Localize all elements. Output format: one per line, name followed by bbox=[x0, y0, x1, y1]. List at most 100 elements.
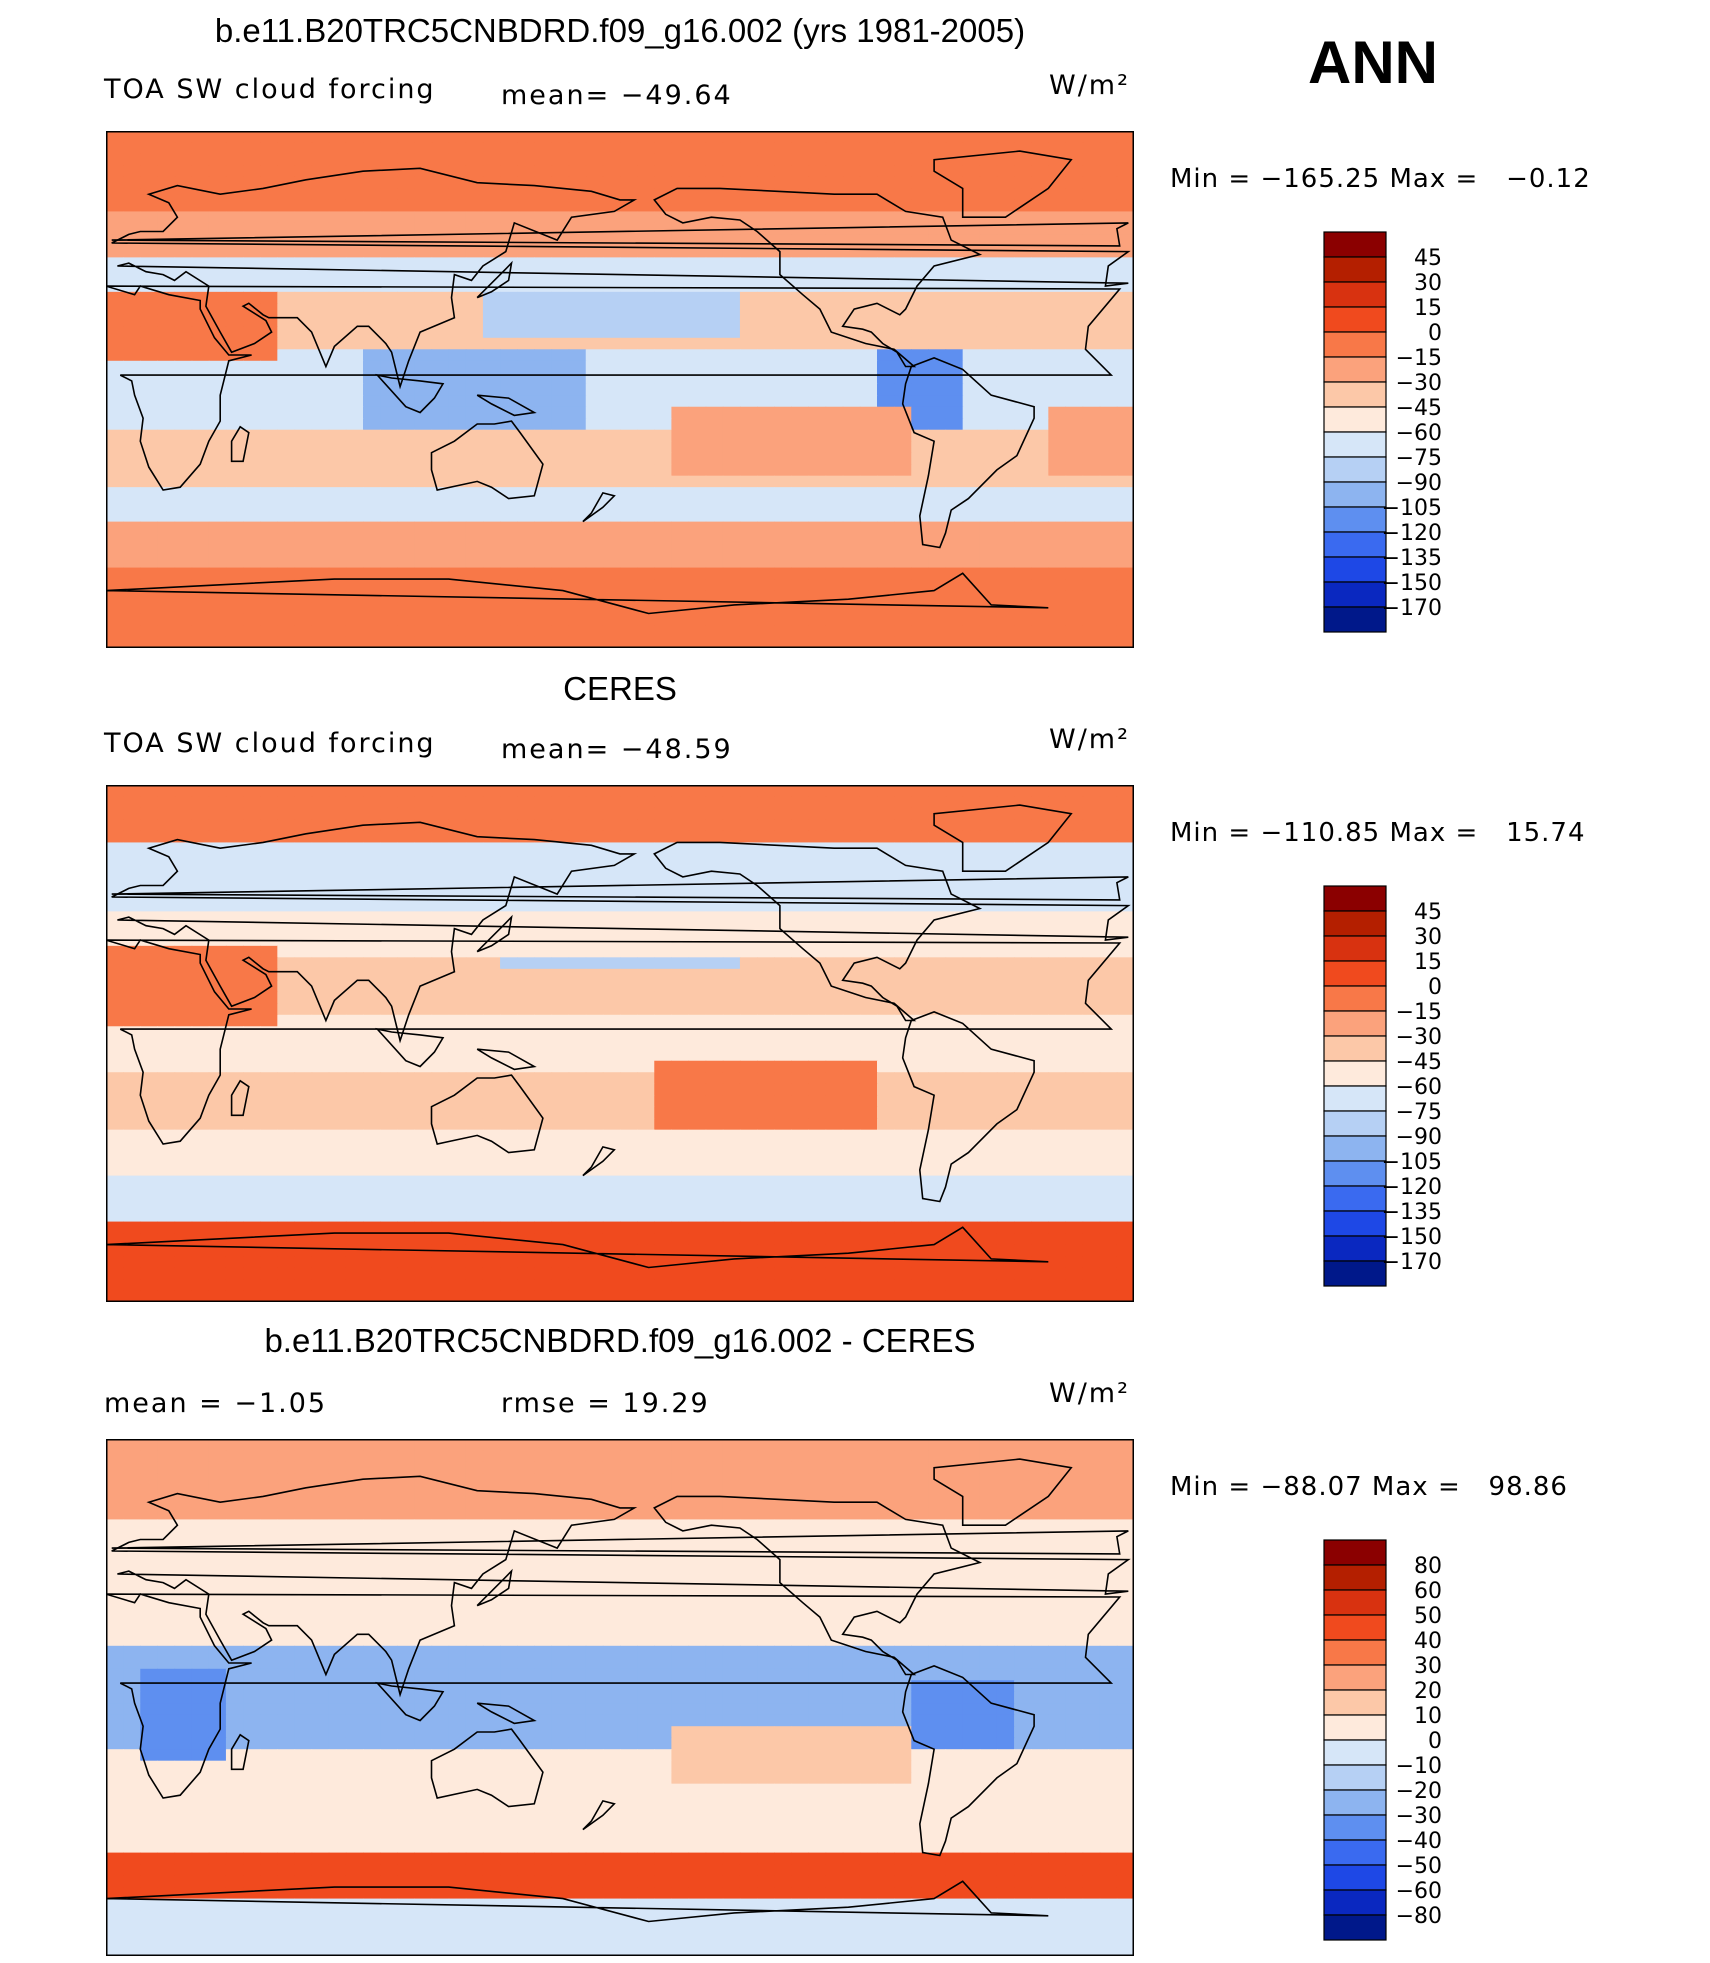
field-cell bbox=[397, 291, 415, 304]
field-cell bbox=[808, 176, 827, 190]
field-cell bbox=[1048, 372, 1067, 385]
field-cell bbox=[517, 590, 535, 603]
field-cell bbox=[808, 957, 827, 970]
field-cell bbox=[962, 452, 981, 465]
field-cell bbox=[243, 452, 261, 465]
field-cell bbox=[979, 1026, 998, 1039]
field-cell bbox=[688, 533, 707, 546]
field-cell bbox=[894, 1118, 912, 1131]
colorbar-swatch bbox=[1323, 281, 1387, 308]
field-cell bbox=[1116, 865, 1134, 878]
field-cell bbox=[551, 199, 570, 213]
field-cell bbox=[448, 349, 467, 362]
field-cell bbox=[1116, 326, 1134, 339]
field-cell bbox=[911, 199, 929, 213]
field-cell bbox=[1014, 945, 1032, 958]
field-cell bbox=[877, 131, 895, 144]
field-cell bbox=[311, 957, 330, 970]
field-cell bbox=[345, 819, 364, 832]
field-cell bbox=[1048, 567, 1067, 580]
field-cell bbox=[191, 245, 210, 258]
field-cell bbox=[448, 533, 467, 546]
field-cell bbox=[791, 957, 810, 970]
field-cell bbox=[311, 819, 330, 832]
field-cell bbox=[106, 268, 124, 281]
field-cell bbox=[1048, 899, 1067, 912]
field-cell bbox=[243, 807, 261, 821]
field-cell bbox=[911, 590, 929, 603]
field-cell bbox=[894, 579, 912, 592]
field-cell bbox=[1031, 475, 1049, 488]
field-cell bbox=[568, 257, 587, 270]
field-cell bbox=[328, 268, 347, 281]
field-cell bbox=[602, 625, 621, 638]
field-cell bbox=[1082, 957, 1101, 970]
field-cell bbox=[602, 153, 621, 167]
field-cell bbox=[345, 441, 364, 454]
field-cell bbox=[414, 245, 433, 258]
field-cell bbox=[842, 796, 861, 809]
field-cell bbox=[311, 1187, 330, 1200]
field-cell bbox=[620, 1141, 638, 1154]
field-cell bbox=[739, 957, 758, 970]
field-cell bbox=[688, 922, 707, 935]
field-cell bbox=[825, 498, 844, 511]
field-cell bbox=[465, 199, 484, 213]
field-cell bbox=[637, 1037, 655, 1050]
field-cell bbox=[414, 291, 433, 304]
field-cell bbox=[414, 1175, 433, 1188]
field-cell bbox=[979, 579, 998, 592]
field-cell bbox=[1116, 234, 1134, 247]
field-cell bbox=[157, 199, 176, 213]
field-cell bbox=[243, 418, 261, 431]
field-cell bbox=[414, 876, 433, 889]
field-cell bbox=[585, 131, 604, 144]
field-cell bbox=[688, 521, 707, 534]
field-cell bbox=[1116, 510, 1134, 523]
field-cell bbox=[671, 1014, 690, 1027]
field-cell bbox=[551, 165, 570, 178]
field-cell bbox=[654, 625, 672, 638]
field-cell bbox=[722, 830, 741, 844]
field-cell bbox=[962, 533, 981, 546]
field-cell bbox=[174, 1049, 193, 1062]
field-cell bbox=[962, 464, 981, 477]
field-cell bbox=[123, 968, 141, 981]
field-cell bbox=[157, 899, 176, 912]
field-cell bbox=[1014, 452, 1032, 465]
field-cell bbox=[859, 521, 878, 534]
field-cell bbox=[551, 1026, 570, 1039]
field-cell bbox=[808, 922, 827, 935]
field-cell bbox=[945, 280, 964, 293]
field-cell bbox=[808, 1083, 827, 1096]
field-cell bbox=[277, 1037, 296, 1050]
field-cell bbox=[140, 257, 158, 270]
field-cell bbox=[688, 280, 707, 293]
field-cell bbox=[534, 1141, 553, 1154]
field-cell bbox=[482, 429, 501, 442]
field-cell bbox=[1099, 1014, 1118, 1027]
field-cell bbox=[482, 406, 501, 419]
field-cell bbox=[688, 372, 707, 385]
field-cell bbox=[722, 1129, 741, 1142]
field-cell bbox=[568, 165, 587, 178]
field-cell bbox=[1048, 395, 1067, 408]
field-cell bbox=[705, 991, 724, 1004]
field-cell bbox=[757, 533, 775, 546]
field-cell bbox=[1031, 991, 1049, 1004]
field-cell bbox=[157, 245, 176, 258]
field-cell bbox=[397, 796, 415, 809]
field-cell bbox=[568, 1129, 587, 1142]
field-cell bbox=[774, 383, 792, 396]
field-cell bbox=[380, 1210, 398, 1223]
field-cell bbox=[1082, 199, 1101, 213]
field-cell bbox=[123, 188, 141, 201]
field-cell bbox=[945, 383, 964, 396]
field-cell bbox=[260, 314, 278, 327]
field-cell bbox=[739, 383, 758, 396]
field-cell bbox=[225, 807, 244, 821]
field-cell bbox=[842, 142, 861, 155]
field-cell bbox=[208, 945, 227, 958]
field-cell bbox=[1014, 842, 1032, 855]
field-cell bbox=[894, 556, 912, 569]
